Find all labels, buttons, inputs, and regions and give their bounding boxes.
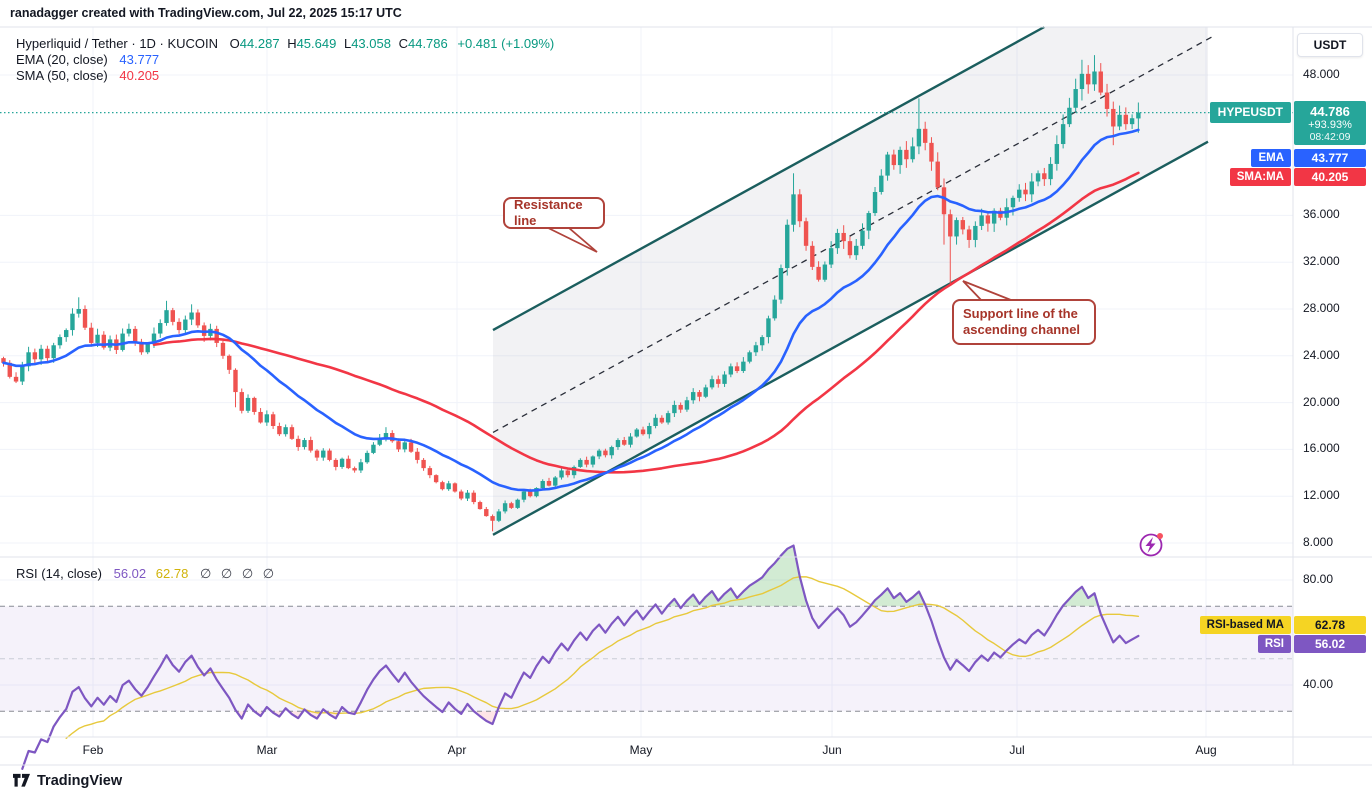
rsi-empty-slots: ∅ ∅ ∅ ∅ — [199, 566, 278, 581]
price-tick-label: 12.000 — [1303, 488, 1340, 503]
price-tick-label: 32.000 — [1303, 254, 1340, 269]
rsi-ma-box: 62.78 — [1294, 616, 1366, 634]
open-value: 44.287 — [239, 36, 280, 51]
rsi-value: 56.02 — [113, 566, 147, 581]
month-label: Jul — [1009, 743, 1025, 757]
attribution-text: ranadagger created with TradingView.com,… — [10, 6, 402, 20]
support-callout[interactable]: Support line of the ascending channel — [952, 299, 1096, 345]
sma-value: 40.205 — [119, 68, 160, 83]
pane-separators — [0, 26, 1372, 766]
rsi-line — [21, 544, 1140, 770]
ema-20-line — [2, 128, 1140, 492]
rsi-ma-line — [65, 576, 1140, 739]
price-tick-label: 16.000 — [1303, 441, 1340, 456]
ema-value: 43.777 — [119, 52, 160, 67]
rsi-flag: RSI — [1257, 635, 1291, 654]
tradingview-logo[interactable]: TradingView — [12, 772, 122, 789]
change-value: +0.481 (+1.09%) — [457, 36, 555, 51]
sma-label: SMA (50, close) — [16, 68, 108, 83]
resistance-callout-text: Resistance line — [514, 196, 583, 228]
price-tick-label: 24.000 — [1303, 347, 1340, 362]
rsi-overbought-fill — [654, 545, 1099, 607]
rsi-band — [0, 606, 1293, 712]
support-callout-text-1: Support line of the — [963, 305, 1078, 321]
support-callout-text-2: ascending channel — [963, 322, 1081, 337]
flash-boost-icon[interactable] — [1139, 533, 1164, 557]
ema-label: EMA (20, close) — [16, 52, 108, 67]
sma-50-line — [152, 171, 1140, 474]
rsi-box: 56.02 — [1294, 635, 1366, 653]
rsi-tick-label: 40.00 — [1303, 677, 1334, 691]
price-tick-label: 36.000 — [1303, 207, 1340, 222]
price-tick-label: 28.000 — [1303, 301, 1340, 315]
resistance-callout[interactable]: Resistance line — [503, 197, 605, 229]
rsi-ma-value: 62.78 — [155, 566, 189, 581]
month-label: Aug — [1195, 743, 1217, 757]
channel-resistance-line — [492, 25, 1045, 332]
channel-median-line — [492, 34, 1216, 434]
last-price-box: 44.786 +93.93% 08:42:09 — [1294, 101, 1366, 145]
month-label: May — [629, 743, 653, 757]
sma-legend-row[interactable]: SMA (50, close) 40.205 — [16, 68, 159, 83]
rsi-label: RSI (14, close) — [16, 566, 102, 581]
candlestick-series — [1, 55, 1141, 532]
sma-price-flag: SMA:MA — [1229, 168, 1291, 187]
symbol-legend-row[interactable]: Hyperliquid / Tether · 1D · KUCOIN O44.2… — [16, 36, 554, 51]
ascending-channel[interactable] — [492, 25, 1216, 536]
ema-price-flag: EMA — [1251, 149, 1291, 168]
close-label: C — [398, 36, 408, 51]
bar-countdown: 08:42:09 — [1309, 131, 1351, 143]
rsi-ma-flag: RSI-based MA — [1199, 616, 1291, 635]
ema-legend-row[interactable]: EMA (20, close) 43.777 — [16, 52, 159, 67]
last-price: 44.786 — [1310, 104, 1350, 119]
high-label: H — [287, 36, 297, 51]
low-value: 43.058 — [351, 36, 391, 51]
month-label: Jun — [822, 743, 842, 757]
symbol-title: Hyperliquid / Tether · 1D · KUCOIN — [16, 36, 219, 51]
tradingview-logo-icon — [13, 773, 30, 787]
rsi-tick-label: 80.00 — [1303, 572, 1334, 586]
tradingview-logo-text: TradingView — [37, 772, 123, 789]
symbol-price-flag: HYPEUSDT — [1209, 102, 1291, 123]
price-tick-label: 48.000 — [1303, 67, 1340, 81]
price-tick-label: 8.000 — [1303, 535, 1334, 549]
price-tick-label: 20.000 — [1303, 394, 1340, 409]
change-percent: +93.93% — [1308, 119, 1352, 131]
grid — [0, 27, 1293, 737]
rsi-legend-row[interactable]: RSI (14, close) 56.02 62.78 ∅ ∅ ∅ ∅ — [16, 566, 277, 582]
currency-button[interactable]: USDT — [1297, 33, 1363, 57]
sma-price-box: 40.205 — [1294, 168, 1366, 186]
month-label: Apr — [447, 743, 467, 757]
high-value: 45.649 — [296, 36, 337, 51]
low-label: L — [343, 36, 352, 51]
open-label: O — [229, 36, 240, 51]
close-value: 44.786 — [407, 36, 448, 51]
month-label: Feb — [82, 743, 104, 757]
month-label: Mar — [256, 743, 278, 757]
ema-price-box: 43.777 — [1294, 149, 1366, 167]
